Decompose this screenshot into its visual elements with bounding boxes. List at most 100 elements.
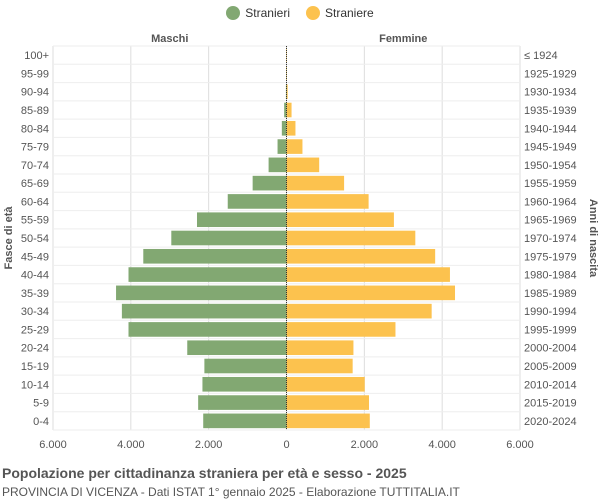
bar-female	[286, 322, 396, 337]
birth-year-label: 2015-2019	[524, 398, 577, 410]
age-group-label: 80-84	[21, 123, 49, 135]
bar-female	[286, 413, 370, 429]
bar-male	[196, 212, 287, 228]
x-tick-label: 4.000	[428, 439, 456, 451]
bar-male	[227, 194, 287, 209]
age-group-label: 30-34	[21, 306, 49, 318]
age-group-label: 55-59	[21, 215, 49, 227]
bar-female	[286, 47, 287, 63]
age-group-label: 50-54	[21, 233, 49, 245]
bar-female	[286, 285, 456, 301]
bar-male	[128, 322, 287, 337]
age-group-label: 25-29	[21, 324, 49, 336]
birth-year-label: 2005-2009	[524, 361, 577, 373]
bar-female	[286, 248, 436, 264]
birth-year-label: 1995-1999	[524, 324, 577, 336]
birth-year-label: 1960-1964	[524, 196, 577, 208]
age-group-label: 100+	[24, 50, 49, 62]
legend: Stranieri Straniere	[0, 6, 600, 20]
legend-item-stranieri[interactable]: Stranieri	[226, 6, 290, 20]
bar-male	[121, 303, 287, 319]
y-axis-label-left: Fasce di età	[3, 206, 15, 270]
bar-male	[202, 376, 287, 392]
x-tick-label: 2.000	[351, 439, 379, 451]
bar-female	[286, 102, 292, 118]
bar-male	[277, 139, 287, 154]
birth-year-label: 1930-1934	[524, 87, 577, 99]
bar-female	[286, 358, 353, 374]
age-group-label: 0-4	[33, 416, 49, 428]
bar-male	[285, 84, 287, 100]
age-group-label: 70-74	[21, 160, 49, 172]
y-axis-label-right: Anni di nascita	[587, 199, 599, 278]
age-group-label: 5-9	[33, 398, 49, 410]
legend-swatch-female	[305, 6, 320, 20]
birth-year-label: 1945-1949	[524, 142, 577, 154]
age-group-label: 20-24	[21, 343, 49, 355]
birth-year-label: 2000-2004	[524, 343, 577, 355]
x-tick-label: 0	[283, 439, 289, 451]
age-group-label: 75-79	[21, 142, 49, 154]
bar-female	[286, 376, 365, 392]
legend-swatch-male	[226, 6, 241, 20]
chart-title: Popolazione per cittadinanza straniera p…	[2, 465, 407, 481]
bar-male	[203, 413, 287, 429]
birth-year-label: 1925-1929	[524, 68, 577, 80]
age-group-label: 95-99	[21, 68, 49, 80]
legend-label-straniere: Straniere	[324, 6, 374, 20]
header-maschi: Maschi	[151, 33, 188, 45]
bar-male	[284, 102, 287, 118]
bar-male	[198, 395, 287, 410]
birth-year-label: 1950-1954	[524, 160, 577, 172]
bar-male	[116, 285, 287, 301]
bar-female	[286, 194, 369, 209]
bar-female	[286, 120, 296, 136]
bar-female	[286, 267, 450, 282]
bar-male	[143, 248, 287, 264]
birth-year-label: 1970-1974	[524, 233, 577, 245]
header-femmine: Femmine	[379, 33, 427, 45]
legend-item-straniere[interactable]: Straniere	[305, 6, 374, 20]
x-tick-label: 2.000	[195, 439, 223, 451]
bar-female	[286, 395, 370, 410]
birth-year-label: 2010-2014	[524, 379, 577, 391]
age-group-label: 15-19	[21, 361, 49, 373]
age-group-label: 45-49	[21, 251, 49, 263]
bar-female	[286, 230, 416, 246]
bar-male	[171, 230, 287, 246]
birth-year-label: 1940-1944	[524, 123, 577, 135]
age-group-label: 65-69	[21, 178, 49, 190]
birth-year-label: 1980-1984	[524, 270, 577, 282]
birth-year-label: 1975-1979	[524, 251, 577, 263]
x-tick-label: 6.000	[39, 439, 67, 451]
bar-female	[286, 303, 432, 319]
bar-male	[128, 267, 287, 282]
bar-female	[286, 340, 354, 356]
bar-female	[286, 212, 394, 228]
bar-female	[286, 175, 345, 191]
bar-male	[281, 120, 287, 136]
age-group-label: 40-44	[21, 270, 49, 282]
birth-year-label: 2020-2024	[524, 416, 577, 428]
chart-subtitle: PROVINCIA DI VICENZA - Dati ISTAT 1° gen…	[2, 485, 460, 499]
bar-female	[286, 66, 287, 81]
birth-year-label: 1990-1994	[524, 306, 577, 318]
x-tick-label: 4.000	[117, 439, 145, 451]
bar-male	[252, 175, 287, 191]
x-tick-label: 6.000	[506, 439, 534, 451]
birth-year-label: 1985-1989	[524, 288, 577, 300]
bar-male	[204, 358, 287, 374]
bar-female	[286, 157, 320, 173]
birth-year-label: 1965-1969	[524, 215, 577, 227]
bar-male	[187, 340, 287, 356]
birth-year-label: 1935-1939	[524, 105, 577, 117]
age-group-label: 85-89	[21, 105, 49, 117]
legend-label-stranieri: Stranieri	[245, 6, 290, 20]
birth-year-label: ≤ 1924	[524, 50, 558, 62]
age-group-label: 10-14	[21, 379, 49, 391]
age-group-label: 90-94	[21, 87, 49, 99]
age-group-label: 35-39	[21, 288, 49, 300]
birth-year-label: 1955-1959	[524, 178, 577, 190]
bar-male	[268, 157, 287, 173]
